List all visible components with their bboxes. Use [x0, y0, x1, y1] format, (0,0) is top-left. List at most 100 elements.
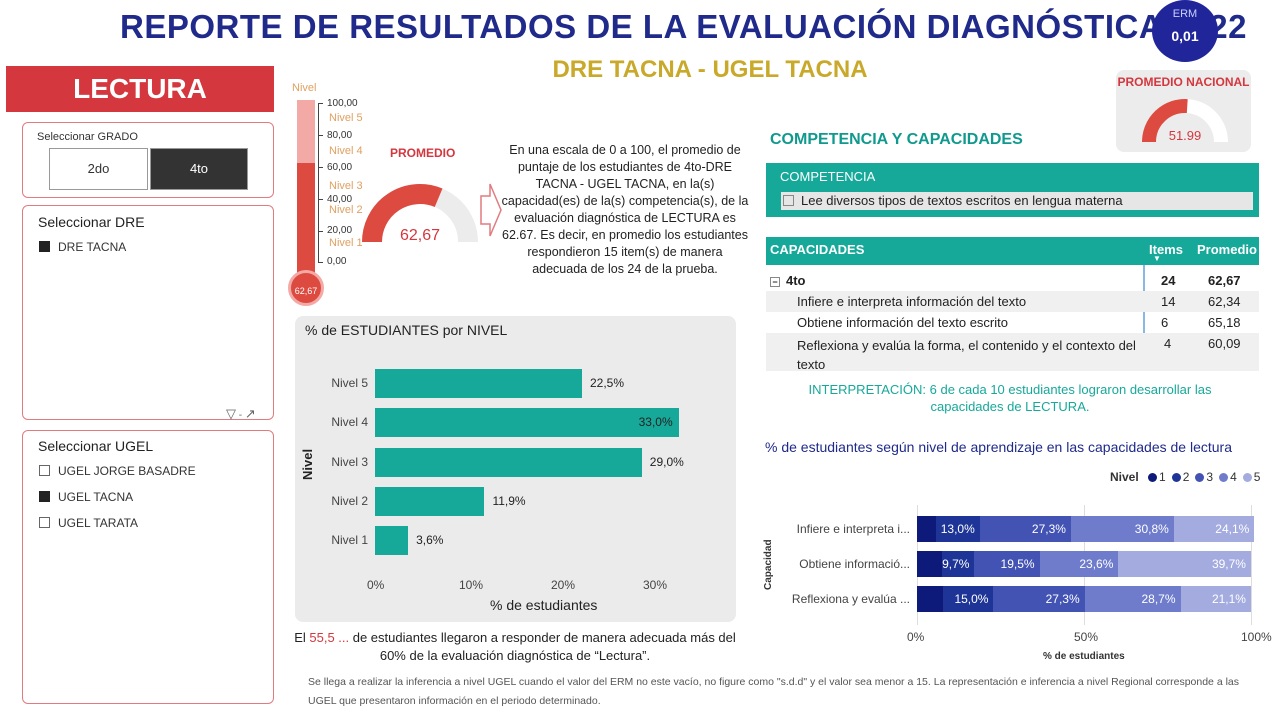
sort-desc-icon[interactable]: ▼: [1153, 254, 1161, 263]
legend-items: 1 2 3 4 5: [1142, 470, 1260, 484]
competencia-item[interactable]: Lee diversos tipos de textos escritos en…: [781, 192, 1253, 210]
x-axis-title: % de estudiantes: [490, 597, 598, 613]
axis-tick: [318, 103, 323, 104]
erm-value: 0,01: [1171, 28, 1199, 44]
slicer-item-label: UGEL TACNA: [58, 490, 134, 504]
table-row[interactable]: [766, 333, 1259, 371]
col-header-items[interactable]: Items: [1149, 242, 1183, 257]
table-row[interactable]: [766, 291, 1259, 312]
axis-tick: [318, 167, 323, 168]
promedio-gauge-title: PROMEDIO: [390, 146, 456, 160]
thermo-tick-label: 40,00: [327, 194, 353, 205]
stacked-segment: 15,0%: [943, 586, 994, 612]
ugel-item-tacna[interactable]: UGEL TACNA: [39, 490, 133, 504]
stacked-segment: 30,8%: [1070, 516, 1174, 542]
bar: [375, 447, 642, 477]
stacked-segment: [917, 551, 943, 577]
bar: [375, 486, 485, 516]
row-promedio: 60,09: [1208, 336, 1241, 351]
category-label: Nivel 3: [331, 454, 368, 469]
category-label: Infiere e interpreta i...: [796, 522, 910, 536]
checkbox-icon: [783, 195, 794, 206]
bar: [375, 408, 679, 438]
checkbox-icon: [39, 465, 50, 476]
level-label: Nivel 4: [329, 145, 363, 157]
y-axis-title: Capacidad: [763, 539, 774, 590]
y-axis-title: Nivel: [300, 448, 315, 480]
bar: [375, 526, 409, 556]
legend-label: 5: [1253, 470, 1261, 484]
col-header-promedio[interactable]: Promedio: [1197, 242, 1257, 257]
stacked-segment: 28,7%: [1084, 586, 1181, 612]
ugel-slicer: [22, 430, 274, 704]
stacked-segment: 27,3%: [993, 586, 1085, 612]
bottom-note-highlight: 55,5 ...: [309, 630, 350, 645]
x-tick-label: 100%: [1241, 630, 1272, 644]
row-promedio: 62,67: [1208, 273, 1241, 288]
legend-dot: [1195, 473, 1205, 482]
stacked-chart-legend: Nivel 1 2 3 4 5: [1110, 470, 1260, 484]
thermo-tick-label: 0,00: [327, 256, 347, 267]
report-title: REPORTE DE RESULTADOS DE LA EVALUACIÓN D…: [120, 8, 1248, 45]
dre-item-dre-tacna[interactable]: DRE TACNA: [39, 240, 126, 254]
checkbox-checked-icon: [39, 491, 50, 502]
ugel-item-jorge-basadre[interactable]: UGEL JORGE BASADRE: [39, 464, 196, 478]
axis-tick: [318, 231, 323, 232]
axis-tick: [318, 135, 323, 136]
stacked-segment: 27,3%: [979, 516, 1071, 542]
erm-label: ERM: [1172, 8, 1198, 20]
legend-title: Nivel: [1110, 470, 1139, 484]
stacked-segment: 21,1%: [1180, 586, 1251, 612]
level-label: Nivel 1: [329, 237, 363, 249]
ugel-slicer-label: Seleccionar UGEL: [38, 438, 154, 454]
competencia-header: COMPETENCIA: [780, 169, 876, 184]
stacked-segment: 13,0%: [936, 516, 980, 542]
filter-icon[interactable]: ▽: [226, 406, 236, 421]
legend-dot: [1219, 473, 1229, 482]
stacked-segment: 23,6%: [1039, 551, 1119, 577]
row-label: Infiere e interpreta información del tex…: [797, 294, 1027, 309]
capacidades-table-header: CAPACIDADES Items Promedio ▼: [766, 237, 1259, 265]
collapse-icon[interactable]: −: [770, 277, 780, 287]
thermometer-fill: [297, 163, 315, 280]
grado-slicer-label: Seleccionar GRADO: [37, 131, 138, 143]
table-row-total[interactable]: −4to: [770, 273, 806, 288]
row-label: 4to: [786, 273, 806, 288]
category-label: Nivel 4: [331, 415, 368, 430]
footnote: Se llega a realizar la inferencia a nive…: [308, 676, 1239, 707]
row-items: 6: [1161, 315, 1169, 330]
competencia-section-title: COMPETENCIA Y CAPACIDADES: [770, 131, 1023, 148]
level-label: Nivel 5: [329, 112, 363, 124]
promedio-gauge: 62,67: [362, 184, 478, 244]
bottom-note-prefix: El: [294, 630, 310, 645]
grado-option-4to[interactable]: 4to: [150, 148, 248, 190]
bottom-note-suffix: de estudiantes llegaron a responder de m…: [349, 630, 736, 663]
x-tick-label: 0%: [367, 578, 385, 592]
legend-label: 1: [1159, 470, 1166, 484]
x-tick-label: 0%: [907, 630, 925, 644]
row-label: Reflexiona y evalúa la forma, el conteni…: [797, 338, 1136, 372]
category-label: Reflexiona y evalúa ...: [791, 592, 910, 606]
ugel-item-tarata[interactable]: UGEL TARATA: [39, 516, 138, 530]
grado-option-2do[interactable]: 2do: [49, 148, 148, 190]
x-axis-title: % de estudiantes: [1043, 651, 1125, 662]
axis-tick: [318, 199, 323, 200]
level-label: Nivel 3: [329, 180, 363, 192]
slicer-header-icons: ▽ - ↗: [226, 406, 256, 421]
legend-dot: [1242, 473, 1252, 482]
dre-slicer-label: Seleccionar DRE: [38, 214, 145, 230]
axis-tick: [318, 262, 323, 263]
thermometer-title: Nivel: [292, 82, 317, 94]
col-header-capacidades[interactable]: CAPACIDADES: [770, 242, 865, 257]
promedio-nacional-title: PROMEDIO NACIONAL: [1117, 75, 1250, 89]
focus-mode-icon[interactable]: ↗: [244, 406, 256, 421]
area-banner: LECTURA: [6, 66, 274, 112]
legend-label: 2: [1182, 470, 1190, 484]
row-items: 4: [1164, 336, 1172, 351]
bar-value-label: 3,6%: [416, 533, 444, 548]
level-label: Nivel 2: [329, 204, 363, 216]
stacked-chart-title: % de estudiantes según nivel de aprendiz…: [765, 439, 1232, 455]
gauge-value: 62,67: [400, 227, 440, 244]
x-tick-label: 10%: [459, 578, 484, 592]
interpretation-text: INTERPRETACIÓN: 6 de cada 10 estudiantes…: [808, 382, 1212, 414]
